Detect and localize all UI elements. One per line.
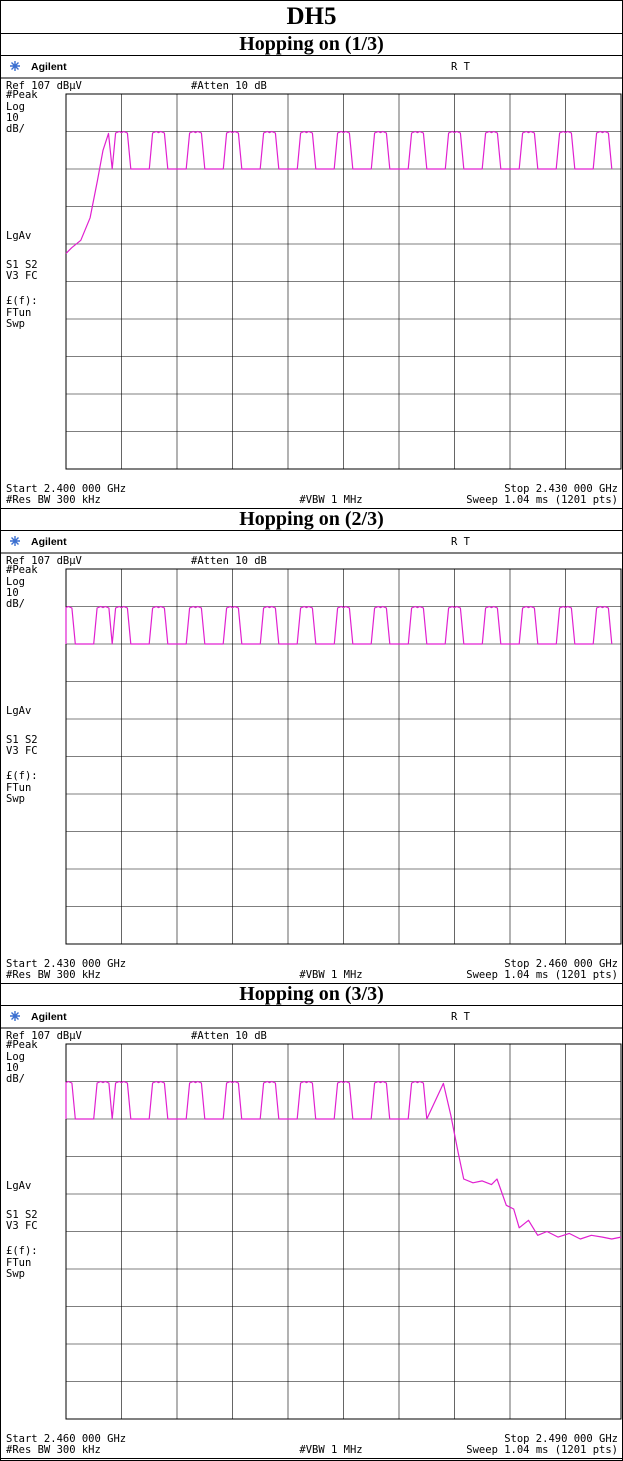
side-label-detector: #Peak [6,564,38,576]
graticule [65,93,622,470]
stop-frequency: Stop 2.490 000 GHz [504,1433,618,1445]
side-label-scale-unit: dB/ [6,1073,25,1085]
video-bandwidth: #VBW 1 MHz [299,494,362,506]
side-label-detector: #Peak [6,1039,38,1051]
start-frequency: Start 2.460 000 GHz [6,1433,126,1445]
agilent-spark-icon [10,536,20,546]
stop-frequency: Stop 2.460 000 GHz [504,958,618,970]
start-frequency: Start 2.400 000 GHz [6,483,126,495]
brand-label: Agilent [31,536,67,548]
status-flags: R T [451,536,471,548]
side-label-scale-value: 10 [6,112,19,124]
side-label-avg: LgAv [6,230,31,242]
graticule [65,1043,622,1420]
page-title: DH5 [1,1,622,34]
stop-frequency: Stop 2.430 000 GHz [504,483,618,495]
side-label-scale-type: Log [6,101,25,113]
side-label-scale-value: 10 [6,587,19,599]
side-label-s1s2: S1 S2 [6,734,38,746]
start-frequency: Start 2.430 000 GHz [6,958,126,970]
side-label-v3fc: V3 FC [6,270,38,282]
agilent-spark-icon [10,1011,20,1021]
resolution-bandwidth: #Res BW 300 kHz [6,494,101,506]
brand-label: Agilent [31,1011,67,1023]
brand-label: Agilent [31,61,67,73]
side-label-swp: Swp [6,1268,25,1280]
spectrum-trace [65,130,613,254]
side-label-s1s2: S1 S2 [6,1209,38,1221]
sweep-info: Sweep 1.04 ms (1201 pts) [466,1444,618,1456]
ref-level: Ref 107 dBμV [6,555,83,567]
side-label-ff: £(f): [6,295,38,307]
panel-title: Hopping on (3/3) [1,984,622,1006]
resolution-bandwidth: #Res BW 300 kHz [6,969,101,981]
side-label-swp: Swp [6,318,25,330]
graticule [65,568,622,945]
attenuation: #Atten 10 dB [191,555,267,567]
side-label-scale-unit: dB/ [6,123,25,135]
video-bandwidth: #VBW 1 MHz [299,969,362,981]
panel-title: Hopping on (2/3) [1,509,622,531]
side-label-s1s2: S1 S2 [6,259,38,271]
side-label-ff: £(f): [6,1245,38,1257]
side-label-v3fc: V3 FC [6,745,38,757]
side-label-scale-type: Log [6,576,25,588]
side-label-ftun: FTun [6,307,31,319]
side-label-avg: LgAv [6,705,31,717]
side-label-scale-unit: dB/ [6,598,25,610]
side-label-swp: Swp [6,793,25,805]
resolution-bandwidth: #Res BW 300 kHz [6,1444,101,1456]
spectrum-screen: Agilent R T Ref 107 dBμV #Atten 10 dB #Peak L… [1,531,622,984]
video-bandwidth: #VBW 1 MHz [299,1444,362,1456]
spectrum-screen: Agilent R T Ref 107 dBμV #Atten 10 dB #Peak L… [1,1006,622,1459]
side-label-avg: LgAv [6,1180,31,1192]
attenuation: #Atten 10 dB [191,1030,267,1042]
side-label-v3fc: V3 FC [6,1220,38,1232]
side-label-ftun: FTun [6,782,31,794]
spectrum-trace [65,605,613,645]
status-flags: R T [451,61,471,73]
attenuation: #Atten 10 dB [191,80,267,92]
agilent-spark-icon [10,61,20,71]
status-flags: R T [451,1011,471,1023]
ref-level: Ref 107 dBμV [6,1030,83,1042]
side-label-scale-value: 10 [6,1062,19,1074]
side-label-detector: #Peak [6,89,38,101]
panel-title: Hopping on (1/3) [1,34,622,56]
side-label-scale-type: Log [6,1051,25,1063]
sweep-info: Sweep 1.04 ms (1201 pts) [466,969,618,981]
spectrum-screen: Agilent R T Ref 107 dBμV #Atten 10 dB #Peak L… [1,56,622,509]
side-label-ff: £(f): [6,770,38,782]
spectrum-trace [65,1080,622,1240]
side-label-ftun: FTun [6,1257,31,1269]
ref-level: Ref 107 dBμV [6,80,83,92]
sweep-info: Sweep 1.04 ms (1201 pts) [466,494,618,506]
